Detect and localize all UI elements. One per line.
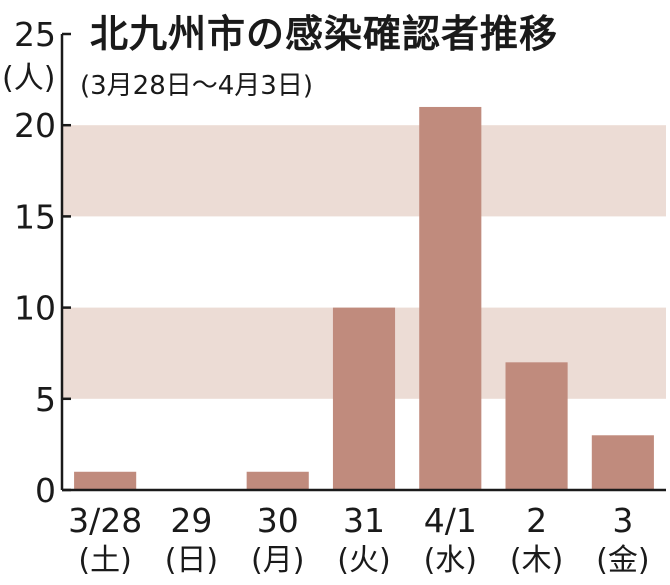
x-weekday-label-1: (日) (165, 543, 218, 578)
x-weekday-label-2: (月) (251, 543, 304, 578)
y-unit-label: (人) (2, 61, 55, 96)
x-weekday-label-4: (水) (424, 543, 477, 578)
x-weekday-label-6: (金) (596, 543, 649, 578)
bar-4/1 (419, 106, 482, 491)
y-tick-label-20: 20 (14, 106, 56, 145)
x-weekday-label-5: (木) (510, 543, 563, 578)
band-1 (62, 125, 666, 217)
bar-2 (505, 362, 568, 490)
x-tick-label-4: 4/1 (424, 501, 477, 540)
y-tick-label-15: 15 (14, 197, 56, 236)
chart-title: 北九州市の感染確認者推移 (90, 12, 558, 56)
x-weekday-label-0: (土) (78, 543, 131, 578)
x-tick-label-2: 30 (257, 501, 299, 540)
x-tick-label-0: 3/28 (68, 501, 142, 540)
bar-31 (332, 307, 396, 490)
y-tick-label-10: 10 (14, 289, 56, 328)
x-tick-label-6: 3 (612, 501, 633, 540)
chart-subtitle: (3月28日〜4月3日) (80, 71, 313, 101)
x-weekday-label-3: (火) (337, 543, 390, 578)
y-tick-label-25: 25 (14, 15, 56, 54)
y-tick-label-0: 0 (35, 471, 56, 510)
axes (60, 34, 666, 492)
x-labels: 3/28(土) 29(日) 30(月) 31(火) 4/1(水) 2(木) 3(金) (68, 501, 649, 578)
x-tick-label-5: 2 (526, 501, 547, 540)
y-tick-label-5: 5 (35, 380, 56, 419)
bar-30 (246, 471, 309, 490)
y-ticks: 0 5 10 15 20 25 (14, 15, 71, 510)
x-tick-label-1: 29 (170, 501, 212, 540)
x-tick-label-3: 31 (343, 501, 385, 540)
bar-3 (591, 435, 654, 490)
bar-3/28 (74, 471, 137, 490)
bars (74, 106, 654, 491)
